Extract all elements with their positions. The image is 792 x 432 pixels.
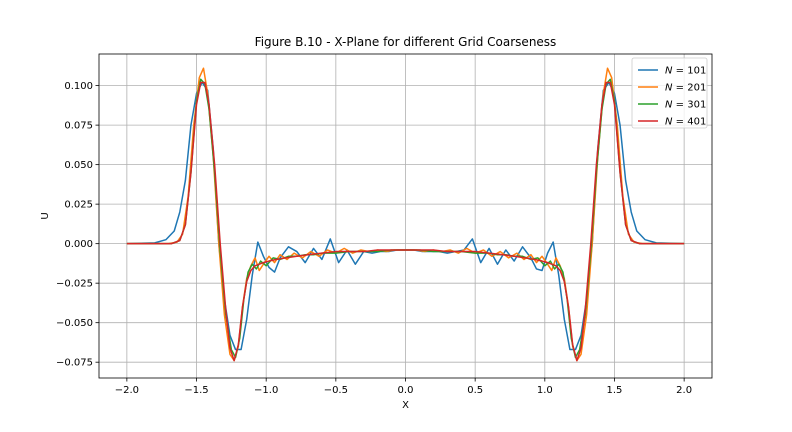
x-tick-label: 1.0 [537, 385, 553, 396]
y-tick-label: −0.050 [56, 318, 93, 329]
x-axis-title: X [402, 400, 409, 411]
y-tick-label: 0.025 [64, 200, 93, 211]
x-tick-label: −1.5 [184, 385, 208, 396]
legend-label-value: = 201 [672, 83, 706, 94]
y-tick-label: 0.000 [64, 239, 93, 250]
y-tick-label: −0.025 [56, 279, 93, 290]
legend-label-prefix: N [665, 100, 673, 111]
x-tick-label: 1.5 [607, 385, 623, 396]
x-tick-label: 2.0 [676, 385, 692, 396]
legend-box [631, 57, 708, 129]
legend-label-prefix: N [665, 117, 673, 128]
series-line-n401 [126, 81, 685, 362]
y-tick-label: 0.050 [64, 160, 93, 171]
x-tick-label: −0.5 [324, 385, 348, 396]
x-tick-label: −2.0 [115, 385, 139, 396]
legend-label-n301: N = 301 [665, 100, 706, 111]
x-tick-label: 0.0 [398, 385, 414, 396]
legend-label-value: = 101 [672, 66, 706, 77]
tick-layer: −2.0 −1.5 −1.0 −0.5 0.0 0.5 1.0 1.5 2.0 −0.075 −0.… [56, 81, 692, 396]
legend-label-n401: N = 401 [665, 117, 706, 128]
legend-label-value: = 401 [672, 117, 706, 128]
legend-label-n101: N = 101 [665, 66, 706, 77]
y-tick-label: −0.075 [56, 358, 93, 369]
legend-label-prefix: N [665, 66, 673, 77]
legend-label-n201: N = 201 [665, 83, 706, 94]
y-tick-label: 0.100 [64, 81, 93, 92]
y-axis-title: U [40, 212, 51, 219]
x-tick-label: −1.0 [254, 385, 278, 396]
series-layer [126, 67, 685, 362]
chart-title: Figure B.10 - X-Plane for different Grid… [255, 35, 557, 49]
x-tick-label: 0.5 [467, 385, 483, 396]
legend-label-value: = 301 [672, 100, 706, 111]
y-tick-label: 0.075 [64, 121, 93, 132]
legend-label-prefix: N [665, 83, 673, 94]
